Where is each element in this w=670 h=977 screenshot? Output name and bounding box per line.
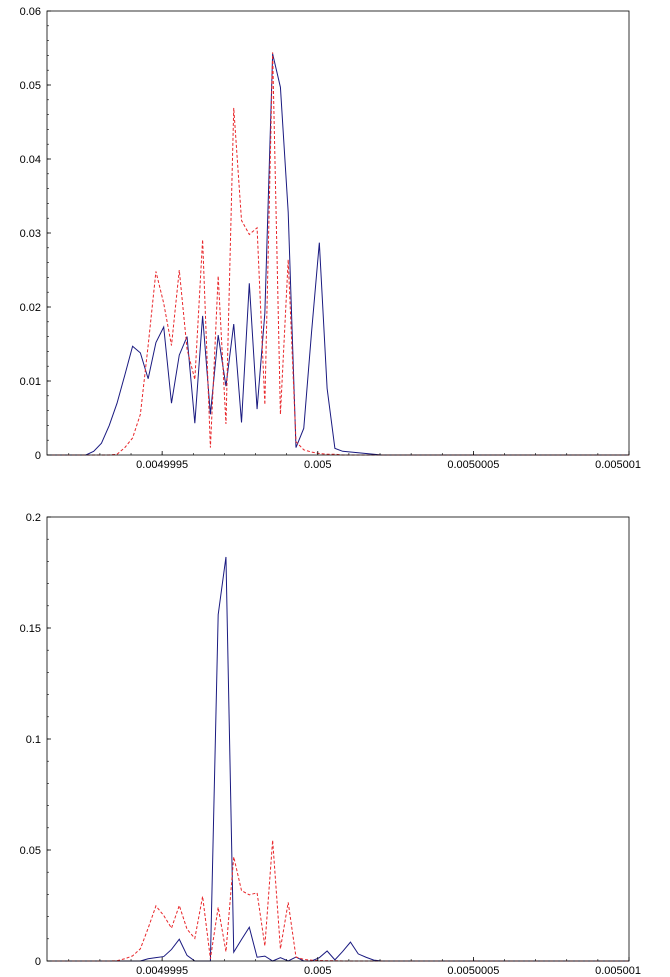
y-tick-label: 0.01 [20, 376, 41, 388]
x-tick-label: 0.005 [304, 459, 332, 471]
series-line-1 [47, 52, 629, 456]
y-tick-label: 0.05 [20, 80, 41, 92]
bottom-chart: 0 0.05 0.1 0.15 0.2 0.0049995 0.005 0.0050005 0.… [20, 512, 641, 977]
y-tick-label: 0.02 [20, 302, 41, 314]
series-line-0 [47, 556, 629, 962]
x-tick-label: 0.005001 [595, 965, 641, 977]
series-line-1 [47, 840, 629, 962]
y-tick-label: 0.1 [26, 734, 41, 746]
y-tick-label: 0.06 [20, 6, 41, 18]
x-tick-label: 0.0050005 [447, 965, 499, 977]
plot-frame [46, 516, 630, 962]
y-tick-label: 0 [35, 956, 41, 968]
y-tick-label: 0.04 [20, 154, 41, 166]
y-tick-label: 0.05 [20, 845, 41, 857]
x-tick-label: 0.0049995 [136, 965, 188, 977]
y-tick-label: 0.2 [26, 512, 41, 524]
x-tick-label: 0.005 [304, 965, 332, 977]
y-tick-label: 0.15 [20, 623, 41, 635]
series-line-0 [47, 53, 629, 456]
x-tick-label: 0.0050005 [447, 459, 499, 471]
y-tick-label: 0.03 [20, 228, 41, 240]
y-tick-label: 0 [35, 450, 41, 462]
x-tick-label: 0.005001 [595, 459, 641, 471]
x-tick-label: 0.0049995 [136, 459, 188, 471]
top-chart: 00.010.020.030.040.050.060.0049995 0.005 0… [20, 6, 641, 471]
plot-frame [46, 10, 630, 456]
